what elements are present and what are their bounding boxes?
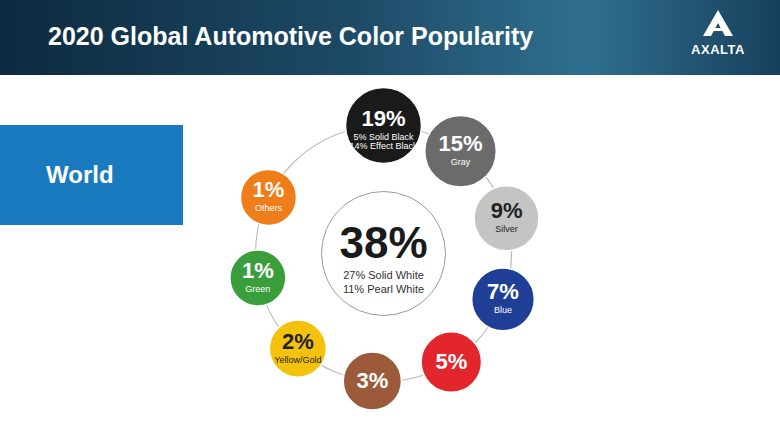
svg-text:19%: 19% [361,106,405,131]
svg-text:15%: 15% [439,131,483,156]
svg-text:27% Solid White11% Pearl White: 27% Solid White11% Pearl White [343,269,424,295]
html-text:World: World [46,161,114,188]
svg-text:Blue: Blue [494,305,512,315]
svg-text:9%: 9% [491,198,523,223]
svg-text:5% Solid Black14% Effect Black: 5% Solid Black14% Effect Black [350,132,418,152]
svg-text:Gray: Gray [451,157,471,167]
svg-text:1%: 1% [242,258,274,283]
svg-text:Yellow/Gold: Yellow/Gold [274,355,321,365]
svg-text:5%: 5% [435,349,467,374]
svg-text:38%: 38% [339,218,427,267]
svg-text:Silver: Silver [495,224,518,234]
svg-text:Others: Others [255,203,283,213]
svg-text:7%: 7% [487,279,519,304]
html-text:AXALTA: AXALTA [691,42,745,57]
svg-text:3%: 3% [356,368,388,393]
svg-text:1%: 1% [253,177,285,202]
svg-text:2%: 2% [282,329,314,354]
html-text:2020 Global Automotive Color P: 2020 Global Automotive Color Popularity [48,22,534,50]
svg-text:Green: Green [245,284,270,294]
